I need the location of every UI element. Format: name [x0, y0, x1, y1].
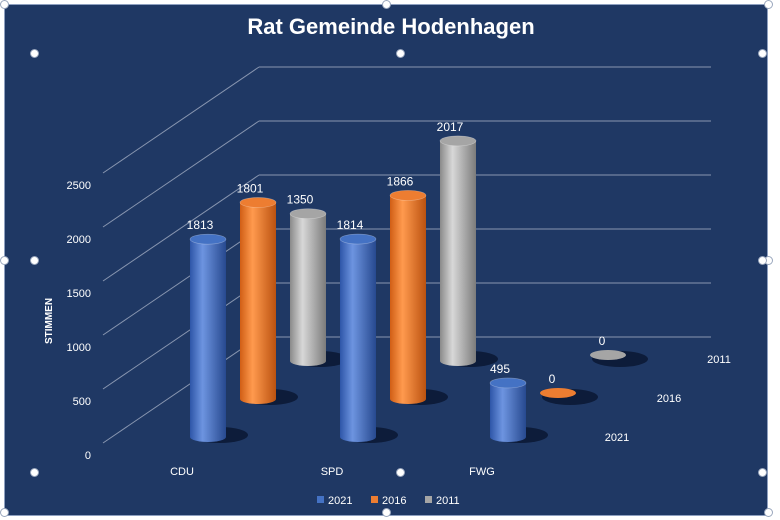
plot-handle-bottom-left[interactable] — [30, 468, 39, 477]
data-label: 1866 — [387, 174, 414, 188]
plot-handle-bottom[interactable] — [396, 468, 405, 477]
bar-top — [289, 208, 327, 219]
x-tick-label: SPD — [321, 466, 344, 478]
y-axis-ticks: 0 500 1000 1500 2000 2500 — [67, 180, 91, 462]
legend-swatch — [317, 496, 324, 503]
bar-top — [189, 233, 227, 245]
chart-area[interactable]: Rat Gemeinde Hodenhagen STIMMEN 0 500 1000… — [4, 4, 768, 516]
y-tick-label: 2000 — [67, 234, 91, 246]
bar-2011-SPD — [440, 140, 476, 366]
bar-2016-CDU — [240, 202, 276, 404]
data-label: 1801 — [237, 181, 264, 195]
gridline-diagonal — [102, 174, 260, 282]
bar-2021-FWG — [490, 382, 526, 442]
resize-handle-top[interactable] — [382, 0, 391, 9]
y-axis-label: STIMMEN — [44, 298, 55, 344]
data-label: 2017 — [437, 120, 464, 134]
depth-axis-ticks: 2021 2016 2011 — [605, 354, 731, 444]
gridline-diagonal — [102, 228, 260, 336]
data-label: 0 — [549, 372, 556, 386]
resize-handle-top-left[interactable] — [0, 0, 9, 9]
bar-top — [239, 197, 277, 208]
resize-handle-bottom-right[interactable] — [764, 508, 773, 517]
data-label: 1350 — [287, 193, 314, 207]
bar-2016-FWG — [540, 388, 576, 398]
x-axis-ticks: CDU SPD FWG — [170, 466, 495, 478]
gridline-diagonal — [102, 66, 260, 174]
data-label: 495 — [490, 362, 510, 376]
legend-entry: 2016 — [382, 495, 406, 507]
chart-canvas: Rat Gemeinde Hodenhagen STIMMEN 0 500 1000… — [44, 14, 731, 507]
bar-2011-CDU — [290, 213, 326, 366]
chart-title: Rat Gemeinde Hodenhagen — [247, 14, 534, 39]
legend-entry: 2011 — [436, 495, 460, 507]
resize-handle-left[interactable] — [0, 256, 9, 265]
depth-axis-label: 2021 — [605, 432, 629, 444]
bar-top — [389, 190, 427, 201]
gridline-diagonal — [102, 282, 260, 390]
plot-handle-left[interactable] — [30, 256, 39, 265]
plot-handle-top-left[interactable] — [30, 49, 39, 58]
depth-axis-label: 2011 — [707, 354, 731, 366]
gridlines — [102, 66, 711, 444]
legend-entry: 2021 — [328, 495, 352, 507]
y-tick-label: 500 — [73, 396, 91, 408]
bar-2011-FWG — [590, 350, 626, 360]
resize-handle-bottom[interactable] — [382, 508, 391, 517]
x-tick-label: FWG — [469, 466, 495, 478]
y-tick-label: 1500 — [67, 288, 91, 300]
plot-handle-top[interactable] — [396, 49, 405, 58]
plot-handle-right[interactable] — [758, 256, 767, 265]
bar-2021-CDU — [190, 239, 226, 442]
depth-axis-label: 2016 — [657, 393, 681, 405]
plot-handle-bottom-right[interactable] — [758, 468, 767, 477]
resize-handle-top-right[interactable] — [764, 0, 773, 9]
y-tick-label: 1000 — [67, 342, 91, 354]
data-label: 0 — [599, 334, 606, 348]
data-label: 1813 — [187, 218, 214, 232]
resize-handle-bottom-left[interactable] — [0, 508, 9, 517]
plot-handle-top-right[interactable] — [758, 49, 767, 58]
gridline-diagonal — [102, 336, 260, 444]
y-tick-label: 2500 — [67, 180, 91, 192]
legend-swatch — [371, 496, 378, 503]
legend[interactable]: 2021 2016 2011 — [317, 495, 460, 507]
gridline-diagonal — [102, 120, 260, 228]
bar-2021-SPD — [340, 239, 376, 442]
bar-top — [339, 233, 377, 245]
legend-swatch — [425, 496, 432, 503]
data-label: 1814 — [337, 218, 364, 232]
bars: 1350 2017 0 1801 1866 0 1813 1814 495 — [187, 120, 648, 443]
bar-2016-SPD — [390, 195, 426, 404]
bar-top — [439, 135, 477, 147]
x-tick-label: CDU — [170, 466, 194, 478]
y-tick-label: 0 — [85, 450, 91, 462]
bar-top — [489, 377, 527, 389]
